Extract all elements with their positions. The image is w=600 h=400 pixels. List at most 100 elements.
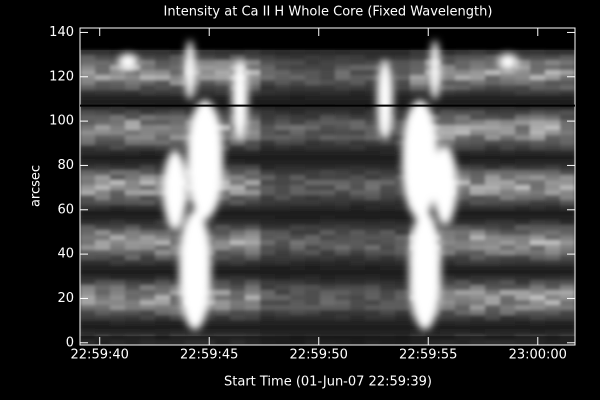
image-cell [80, 285, 95, 291]
image-cell [365, 250, 380, 256]
image-cell [365, 50, 380, 56]
image-cell [350, 330, 365, 336]
image-cell [185, 110, 200, 116]
image-cell [395, 185, 410, 191]
image-cell [320, 310, 335, 316]
image-cell [140, 135, 155, 141]
image-cell [290, 180, 305, 186]
image-cell [245, 255, 260, 261]
image-cell [515, 310, 530, 316]
image-cell [140, 165, 155, 171]
image-cell [455, 265, 470, 271]
image-cell [215, 275, 230, 281]
image-cell [80, 255, 95, 261]
image-cell [155, 135, 170, 141]
image-cell [455, 140, 470, 146]
image-cell [530, 130, 545, 136]
image-cell [80, 330, 95, 336]
image-cell [365, 280, 380, 286]
image-cell [350, 80, 365, 86]
image-cell [560, 225, 575, 231]
image-cell [485, 115, 500, 121]
image-cell [380, 200, 395, 206]
image-cell [80, 70, 95, 76]
image-cell [380, 155, 395, 161]
image-cell [170, 230, 185, 236]
image-cell [80, 260, 95, 266]
image-cell [215, 280, 230, 286]
image-cell [530, 255, 545, 261]
image-cell [305, 230, 320, 236]
image-cell [530, 215, 545, 221]
image-cell [470, 195, 485, 201]
image-cell [95, 325, 110, 331]
image-cell [110, 95, 125, 101]
image-cell [545, 260, 560, 266]
image-cell [80, 230, 95, 236]
image-cell [275, 180, 290, 186]
x-tick-label: 22:59:45 [180, 348, 238, 363]
image-cell [230, 255, 245, 261]
image-cell [140, 125, 155, 131]
image-cell [80, 320, 95, 326]
image-cell [95, 185, 110, 191]
image-cell [215, 175, 230, 181]
image-cell [395, 95, 410, 101]
image-cell [395, 275, 410, 281]
image-cell [470, 220, 485, 226]
image-cell [95, 175, 110, 181]
image-cell [560, 125, 575, 131]
image-cell [455, 255, 470, 261]
image-cell [140, 220, 155, 226]
y-tick-label: 80 [57, 158, 74, 173]
image-cell [380, 330, 395, 336]
image-cell [140, 260, 155, 266]
image-cell [455, 300, 470, 306]
image-cell [350, 50, 365, 56]
image-cell [155, 180, 170, 186]
image-cell [350, 170, 365, 176]
image-cell [530, 115, 545, 121]
image-cell [110, 240, 125, 246]
image-cell [425, 105, 440, 111]
image-cell [350, 300, 365, 306]
image-cell [125, 85, 140, 91]
image-cell [515, 160, 530, 166]
image-cell [425, 210, 440, 216]
image-cell [230, 150, 245, 156]
image-cell [110, 295, 125, 301]
image-cell [110, 245, 125, 251]
image-cell [530, 165, 545, 171]
image-cell [155, 220, 170, 226]
image-cell [485, 210, 500, 216]
image-cell [560, 200, 575, 206]
image-cell [305, 330, 320, 336]
image-cell [305, 240, 320, 246]
image-cell [110, 90, 125, 96]
image-cell [545, 120, 560, 126]
image-cell [140, 330, 155, 336]
image-cell [545, 265, 560, 271]
image-cell [560, 265, 575, 271]
image-cell [260, 145, 275, 151]
image-cell [170, 95, 185, 101]
image-cell [170, 145, 185, 151]
image-cell [305, 165, 320, 171]
image-cell [320, 160, 335, 166]
image-cell [395, 235, 410, 241]
image-cell [410, 85, 425, 91]
image-cell [560, 190, 575, 196]
image-cell [530, 245, 545, 251]
image-cell [560, 290, 575, 296]
image-cell [560, 175, 575, 181]
image-cell [440, 85, 455, 91]
image-cell [275, 185, 290, 191]
image-cell [140, 85, 155, 91]
image-cell [545, 195, 560, 201]
image-cell [125, 105, 140, 111]
image-cell [350, 185, 365, 191]
image-cell [275, 105, 290, 111]
image-cell [530, 330, 545, 336]
image-cell [485, 160, 500, 166]
image-cell [500, 285, 515, 291]
